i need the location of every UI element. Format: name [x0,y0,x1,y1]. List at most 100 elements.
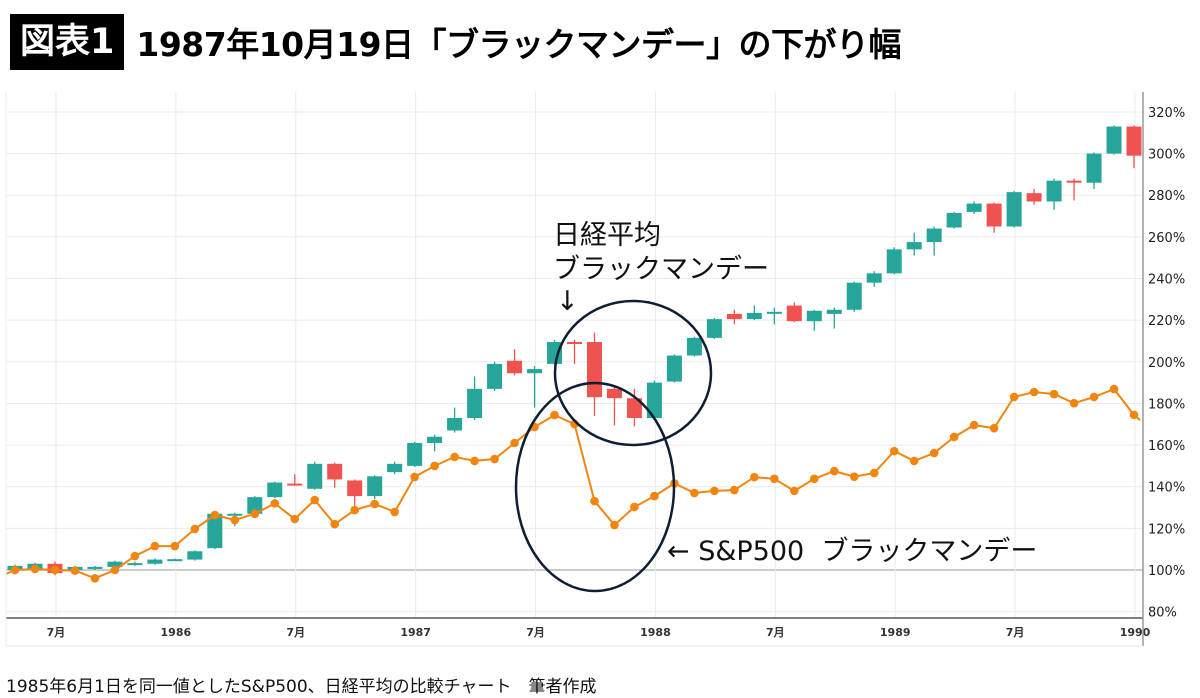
candle-body [886,249,902,274]
candle-body [527,369,543,374]
sp500-point [390,507,399,517]
sp500-point [889,446,899,456]
candle-body [1046,180,1062,202]
candle-body [926,228,942,243]
y-tick-label: 260% [1148,231,1185,246]
sp500-point [130,551,140,561]
figure-caption: 1985年6月1日を同一値としたS&P500、日経平均の比較チャート 筆者作成 [6,677,597,697]
sp500-point [1049,389,1059,399]
sp500-point [330,519,340,529]
candle-body [367,476,383,497]
sp500-point [510,438,519,448]
y-tick-label: 240% [1148,273,1185,288]
y-tick-label: 120% [1148,522,1185,537]
nikkei-highlight-ellipse [553,299,713,447]
sp500-highlight-ellipse [514,381,676,593]
sp500-point [590,496,599,506]
x-tick-label: 1988 [640,626,671,639]
candle-body [147,559,163,564]
candle-body [726,313,742,320]
candle-body [407,442,423,466]
sp500-point [370,499,379,509]
candle-body [167,559,183,562]
candle-body [826,309,842,314]
candle-body [227,513,243,516]
candle-body [247,497,263,514]
candle-body [207,513,223,549]
candle-body [986,203,1002,227]
y-tick-label: 140% [1148,481,1185,496]
candle-body [387,463,403,473]
y-tick-label: 100% [1148,564,1185,579]
candle-body [1126,126,1142,156]
sp500-point [350,505,359,515]
sp500-point [929,448,939,458]
x-tick-label: 7月 [286,626,305,639]
candle-body [606,388,622,399]
candle-body [187,551,203,560]
sp500-point [969,420,979,430]
sp500-point [949,432,959,442]
nikkei-annotation-arrow: ↓ [556,286,579,317]
sp500-point [490,454,499,464]
sp500-point [30,564,40,574]
y-tick-label: 300% [1148,148,1185,163]
page-title: 1987年10月19日「ブラックマンデー」の下がり幅 [136,25,902,64]
candle-body [1006,192,1022,227]
y-tick-label: 320% [1148,106,1185,121]
y-tick-label: 200% [1148,356,1185,371]
sp500-point [550,410,559,420]
sp500-point [450,452,459,462]
candle-body [966,203,982,212]
candle-body [127,563,143,566]
sp500-point [110,565,120,575]
sp500-point [150,541,160,551]
x-tick-label: 1986 [161,626,192,639]
y-tick-label: 180% [1148,397,1185,412]
sp500-point [690,488,699,498]
sp500-point [250,509,260,519]
candle-body [586,342,602,398]
sp500-point [270,499,280,508]
sp500-point [290,514,300,524]
candle-body [946,212,962,228]
y-tick-label: 160% [1148,439,1185,454]
sp500-point [1109,384,1119,394]
candle-body [1106,126,1122,154]
x-tick-label: 1987 [400,626,431,639]
candle-body [806,310,822,322]
sp500-point [1009,392,1019,402]
x-tick-label: 1989 [880,626,911,639]
candle-body [766,311,782,314]
sp500-point [710,486,719,496]
candle-body [846,282,862,310]
sp500-point [210,510,220,520]
sp500-point [10,565,20,575]
candle-body [567,342,582,345]
sp500-point [630,502,639,512]
candle-body [467,388,483,419]
candle-body [547,342,563,364]
candle-body [666,355,682,382]
sp500-point [809,474,819,484]
candle-body [327,463,343,480]
figure-title: 図表1 1987年10月19日「ブラックマンデー」の下がり幅 [10,13,902,71]
candle-body [287,483,303,486]
sp500-point [230,515,240,525]
sp500-point [829,466,839,476]
sp500-point [1129,410,1139,420]
y-tick-label: 220% [1148,314,1185,329]
candle-body [1026,193,1042,202]
x-tick-label: 7月 [1006,626,1025,639]
sp500-point [989,423,999,433]
sp500-point [90,574,100,583]
x-tick-label: 7月 [47,626,66,639]
sp500-point [650,491,659,501]
y-tick-label: 80% [1148,606,1177,621]
candle-body [447,418,463,431]
sp500-point [849,472,859,482]
sp500-point [1029,387,1039,397]
sp500-point [770,474,779,484]
sp500-point [869,468,879,478]
